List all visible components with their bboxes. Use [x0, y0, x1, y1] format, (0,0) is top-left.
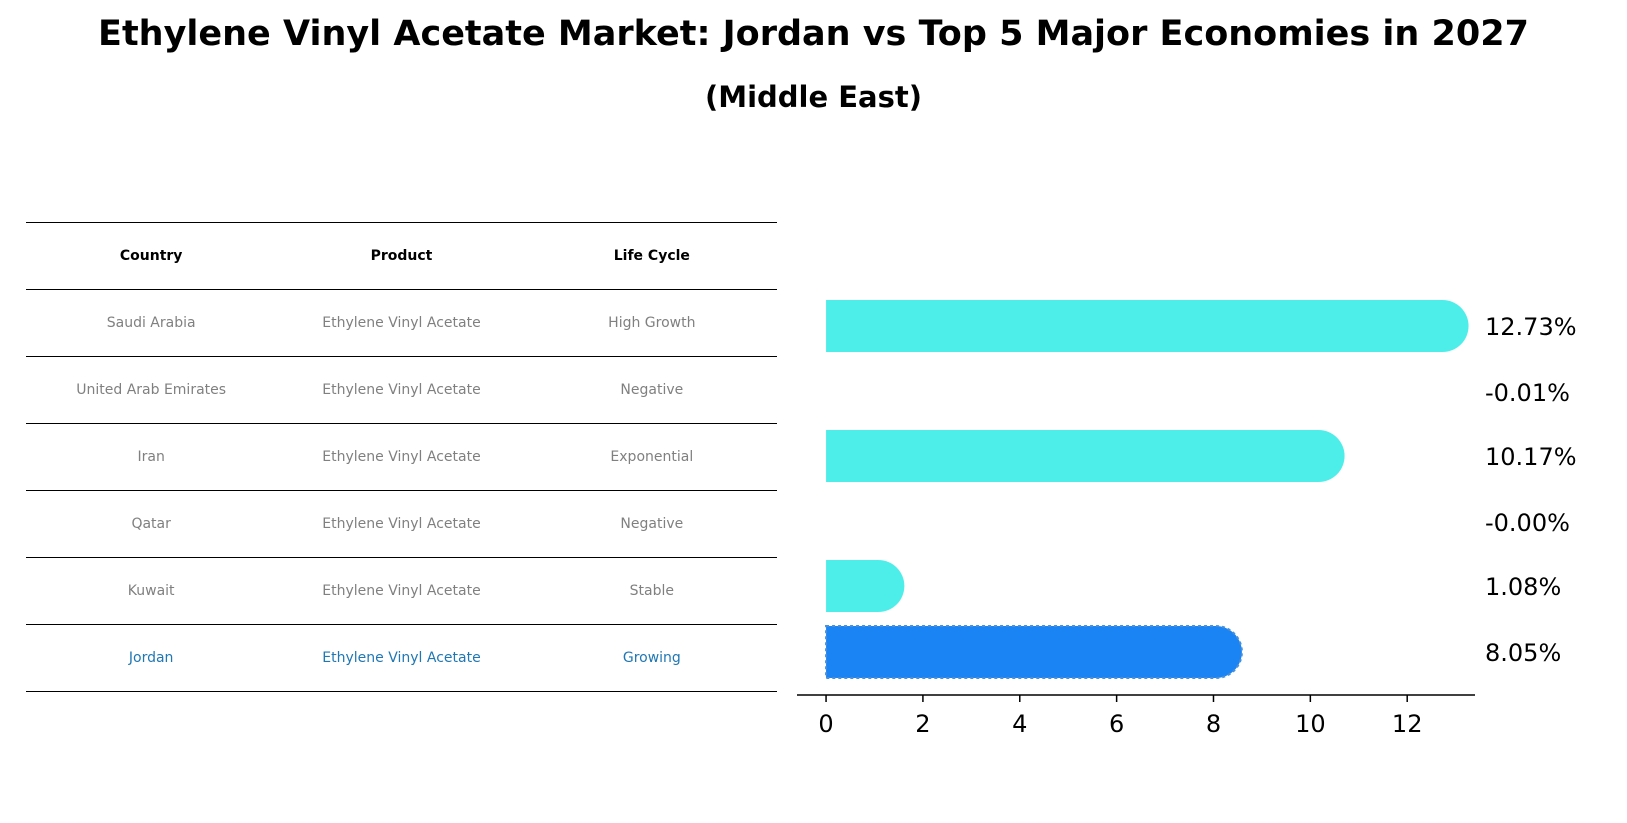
- x-tick-label: 12: [1392, 710, 1423, 738]
- bar: [825, 625, 1243, 679]
- market-table: Country Product Life Cycle Saudi Arabia …: [26, 222, 777, 692]
- cell-country: Jordan: [26, 624, 277, 692]
- header-product: Product: [276, 222, 527, 290]
- table-header-row: Country Product Life Cycle: [26, 222, 777, 290]
- x-tick-label: 4: [1012, 710, 1027, 738]
- x-tick-label: 6: [1109, 710, 1124, 738]
- cell-country: United Arab Emirates: [26, 356, 277, 424]
- header-life-cycle: Life Cycle: [526, 222, 777, 290]
- data-label: 8.05%: [1485, 639, 1561, 667]
- cell-product: Ethylene Vinyl Acetate: [276, 423, 527, 491]
- table-row: Kuwait Ethylene Vinyl Acetate Stable: [26, 557, 777, 625]
- bar: [826, 560, 905, 612]
- data-label: 10.17%: [1485, 443, 1577, 471]
- x-tick-label: 0: [818, 710, 833, 738]
- bar: [826, 430, 1345, 482]
- data-label: -0.01%: [1485, 379, 1570, 407]
- table-row: Qatar Ethylene Vinyl Acetate Negative: [26, 490, 777, 558]
- header-country: Country: [26, 222, 277, 290]
- table-row-highlight: Jordan Ethylene Vinyl Acetate Growing: [26, 624, 777, 692]
- cell-country: Saudi Arabia: [26, 289, 277, 357]
- table-row: Saudi Arabia Ethylene Vinyl Acetate High…: [26, 289, 777, 357]
- x-tick-label: 2: [915, 710, 930, 738]
- cell-country: Kuwait: [26, 557, 277, 625]
- x-tick-label: 10: [1295, 710, 1326, 738]
- cell-life-cycle: Negative: [526, 356, 777, 424]
- data-label: -0.00%: [1485, 509, 1570, 537]
- data-label: 1.08%: [1485, 573, 1561, 601]
- cell-life-cycle: Exponential: [526, 423, 777, 491]
- cell-country: Iran: [26, 423, 277, 491]
- bar: [826, 300, 1469, 352]
- cell-product: Ethylene Vinyl Acetate: [276, 490, 527, 558]
- cell-life-cycle: Negative: [526, 490, 777, 558]
- table-row: United Arab Emirates Ethylene Vinyl Acet…: [26, 356, 777, 424]
- cell-life-cycle: Growing: [526, 624, 777, 692]
- cell-product: Ethylene Vinyl Acetate: [276, 624, 527, 692]
- cell-product: Ethylene Vinyl Acetate: [276, 289, 527, 357]
- chart-title: Ethylene Vinyl Acetate Market: Jordan vs…: [98, 14, 1529, 54]
- data-label: 12.73%: [1485, 313, 1577, 341]
- cell-life-cycle: Stable: [526, 557, 777, 625]
- cell-life-cycle: High Growth: [526, 289, 777, 357]
- table-row: Iran Ethylene Vinyl Acetate Exponential: [26, 423, 777, 491]
- cell-product: Ethylene Vinyl Acetate: [276, 356, 527, 424]
- cell-country: Qatar: [26, 490, 277, 558]
- x-tick-label: 8: [1206, 710, 1221, 738]
- chart-subtitle: (Middle East): [704, 80, 923, 114]
